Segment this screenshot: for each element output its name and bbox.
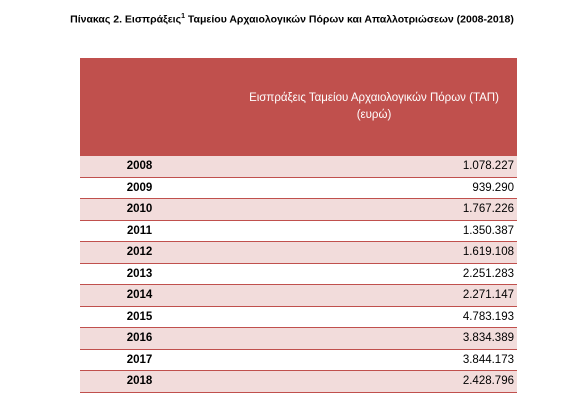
- year-cell: 2010: [80, 198, 199, 220]
- title-text: Ταμείου Αρχαιολογικών Πόρων και Απαλλοτρ…: [184, 13, 514, 26]
- table: Εισπράξεις Ταμείου Αρχαιολογικών Πόρων (…: [80, 58, 517, 393]
- column-header: Εισπράξεις Ταμείου Αρχαιολογικών Πόρων (…: [249, 91, 499, 121]
- title: Πίνακας 2. Εισπράξεις1 Ταμείου Αρχαιολογ…: [0, 13, 584, 26]
- footnote-ref: 1: [181, 13, 185, 20]
- table-row: 2012 1.619.108: [80, 241, 517, 263]
- table-body: 2008 1.078.227 2009 939.290 2010 1.767.226 201…: [80, 155, 517, 393]
- value-cell: 4.783.193: [199, 305, 517, 328]
- value-cell: 3.834.389: [199, 327, 517, 349]
- year-cell: 2012: [80, 241, 199, 263]
- year-cell: 2008: [80, 155, 199, 177]
- table-row: 2016 3.834.389: [80, 327, 517, 349]
- year-cell: 2013: [80, 262, 199, 285]
- title-text: Πίνακας 2. Εισπράξεις: [70, 13, 182, 26]
- year-cell: 2018: [80, 370, 199, 393]
- value-cell: 1.767.226: [199, 198, 517, 220]
- table-row: 2011 1.350.387: [80, 219, 517, 242]
- year-cell: 2014: [80, 284, 199, 306]
- table-row: 2017 3.844.173: [80, 348, 517, 371]
- table-row: 2015 4.783.193: [80, 305, 517, 328]
- table-row: 2014 2.271.147: [80, 284, 517, 306]
- year-cell: 2017: [80, 348, 199, 371]
- value-cell: 3.844.173: [199, 348, 517, 371]
- year-cell: 2015: [80, 305, 199, 328]
- table-row: 2010 1.767.226: [80, 198, 517, 220]
- table-row: 2018 2.428.796: [80, 370, 517, 393]
- table-row: 2009 939.290: [80, 176, 517, 199]
- table-row: 2013 2.251.283: [80, 262, 517, 285]
- value-cell: 2.428.796: [199, 370, 517, 393]
- table-row: 2008 1.078.227: [80, 155, 517, 177]
- value-cell: 2.271.147: [199, 284, 517, 306]
- year-cell: 2011: [80, 219, 199, 242]
- value-cell: 1.078.227: [199, 155, 517, 177]
- value-cell: 1.619.108: [199, 241, 517, 263]
- year-cell: 2016: [80, 327, 199, 349]
- header-row: Εισπράξεις Ταμείου Αρχαιολογικών Πόρων (…: [80, 58, 517, 156]
- value-cell: 939.290: [199, 176, 517, 199]
- value-cell: 1.350.387: [199, 219, 517, 242]
- value-cell: 2.251.283: [199, 262, 517, 285]
- year-cell: 2009: [80, 176, 199, 199]
- header-cell: Εισπράξεις Ταμείου Αρχαιολογικών Πόρων (…: [199, 58, 517, 156]
- header-cell: [80, 58, 199, 156]
